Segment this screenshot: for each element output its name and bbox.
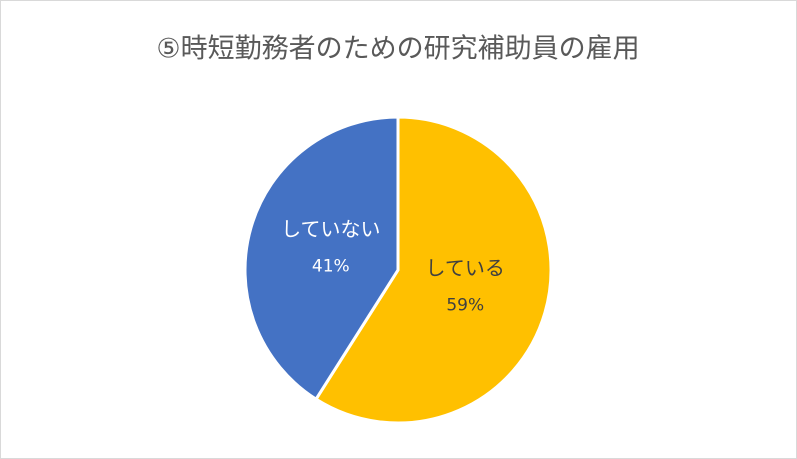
slice-value-label: 59%	[446, 296, 484, 316]
pie-slice	[313, 115, 553, 425]
pie-slice	[243, 115, 400, 402]
slice-label: している	[426, 256, 505, 280]
chart-title: ⑤時短勤務者のための研究補助員の雇用	[156, 34, 639, 65]
slice-label: していない	[281, 217, 380, 241]
slice-value-label: 41%	[312, 256, 350, 276]
